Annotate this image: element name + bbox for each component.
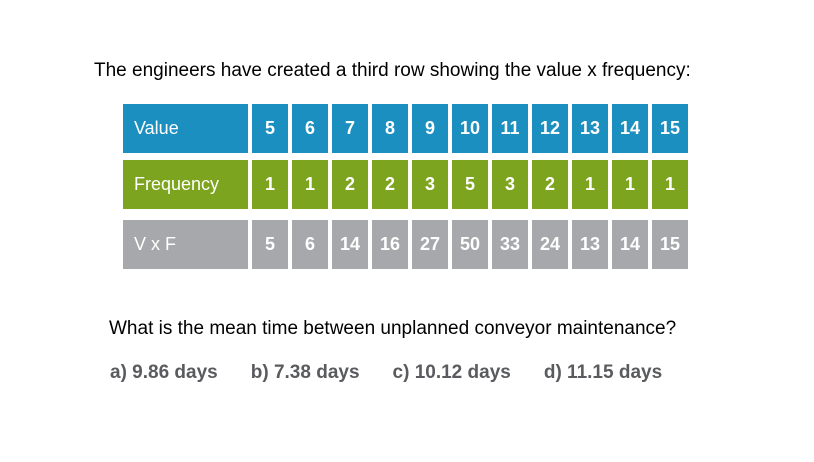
row-label-vxf: V x F [123,220,248,269]
value-cell: 9 [412,104,448,153]
value-cell: 7 [332,104,368,153]
answer-option-a[interactable]: a) 9.86 days [110,362,218,383]
frequency-cell: 1 [652,160,688,209]
vxf-cell: 6 [292,220,328,269]
row-label-frequency: Frequency [123,160,248,209]
vxf-cell: 13 [572,220,608,269]
value-cell: 14 [612,104,648,153]
frequency-cell: 2 [332,160,368,209]
answer-option-d[interactable]: d) 11.15 days [543,362,663,383]
row-label-value: Value [123,104,248,153]
value-cell: 10 [452,104,488,153]
table-row-vxf: V x F 5 6 14 16 27 50 33 24 13 14 15 [123,220,688,269]
value-cell: 12 [532,104,568,153]
frequency-cell: 3 [412,160,448,209]
vxf-cell: 33 [492,220,528,269]
value-cell: 15 [652,104,688,153]
frequency-cell: 3 [492,160,528,209]
answer-option-b[interactable]: b) 7.38 days [250,362,360,383]
answer-option-c[interactable]: c) 10.12 days [392,362,511,383]
frequency-cell: 5 [452,160,488,209]
vxf-cell: 14 [332,220,368,269]
vxf-cell: 27 [412,220,448,269]
vxf-cell: 50 [452,220,488,269]
vxf-cell: 24 [532,220,568,269]
vxf-cell: 5 [252,220,288,269]
answer-options: a) 9.86 days b) 7.38 days c) 10.12 days … [110,362,662,384]
frequency-cell: 2 [532,160,568,209]
frequency-cell: 1 [292,160,328,209]
frequency-cell: 1 [612,160,648,209]
value-cell: 13 [572,104,608,153]
frequency-cell: 1 [572,160,608,209]
vxf-cell: 15 [652,220,688,269]
value-cell: 6 [292,104,328,153]
intro-text: The engineers have created a third row s… [94,60,691,81]
table-row-frequency: Frequency 1 1 2 2 3 5 3 2 1 1 1 [123,160,688,209]
vxf-cell: 16 [372,220,408,269]
value-cell: 8 [372,104,408,153]
table-row-value: Value 5 6 7 8 9 10 11 12 13 14 15 [123,104,688,153]
question-text: What is the mean time between unplanned … [109,318,677,339]
vxf-cell: 14 [612,220,648,269]
frequency-cell: 1 [252,160,288,209]
value-cell: 11 [492,104,528,153]
value-cell: 5 [252,104,288,153]
frequency-cell: 2 [372,160,408,209]
